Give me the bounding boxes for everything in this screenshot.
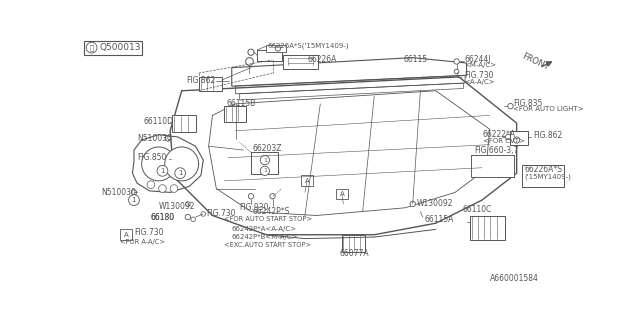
Text: FRONT: FRONT xyxy=(520,51,550,72)
Text: <FOR CVT>: <FOR CVT> xyxy=(483,138,525,144)
Circle shape xyxy=(275,46,281,51)
Bar xyxy=(301,175,314,186)
Circle shape xyxy=(201,212,205,216)
Text: FIG.930: FIG.930 xyxy=(239,203,269,212)
Circle shape xyxy=(131,190,137,195)
Circle shape xyxy=(248,49,254,55)
Text: A: A xyxy=(124,232,129,238)
Circle shape xyxy=(175,168,186,179)
Circle shape xyxy=(186,202,190,206)
Text: 66115: 66115 xyxy=(403,55,428,64)
Circle shape xyxy=(141,147,175,181)
Text: 66242P*S: 66242P*S xyxy=(253,207,290,216)
Text: 66110D: 66110D xyxy=(143,117,173,126)
Circle shape xyxy=(270,194,275,199)
Bar xyxy=(470,215,505,240)
Text: 66242P*B<M-A/C>: 66242P*B<M-A/C> xyxy=(232,234,298,240)
Text: 1: 1 xyxy=(160,168,164,174)
Text: 66180: 66180 xyxy=(151,212,175,221)
Bar xyxy=(471,156,513,177)
Text: <FOR AUTO START STOP>: <FOR AUTO START STOP> xyxy=(224,216,312,222)
Circle shape xyxy=(185,214,191,220)
Circle shape xyxy=(159,185,166,192)
Text: <FOR A-A/C>: <FOR A-A/C> xyxy=(120,239,165,245)
Bar xyxy=(336,188,348,199)
Circle shape xyxy=(410,201,415,207)
Text: A660001584: A660001584 xyxy=(490,274,539,283)
Circle shape xyxy=(506,134,511,140)
Text: 66244J: 66244J xyxy=(464,55,491,64)
Text: 66226A: 66226A xyxy=(307,55,337,64)
Circle shape xyxy=(170,185,178,192)
Text: 66110C: 66110C xyxy=(463,205,492,214)
Text: 66226A*S('15MY1409-): 66226A*S('15MY1409-) xyxy=(268,42,349,49)
Text: FIG.835: FIG.835 xyxy=(513,99,542,108)
Text: N510030: N510030 xyxy=(137,134,172,143)
Text: ⓘ: ⓘ xyxy=(90,44,93,51)
Bar xyxy=(120,229,132,240)
Text: 66226A*S: 66226A*S xyxy=(524,165,563,174)
Bar xyxy=(84,41,141,55)
Bar xyxy=(171,152,185,165)
Circle shape xyxy=(454,69,459,74)
Text: W130092: W130092 xyxy=(417,199,453,208)
Text: 66115A: 66115A xyxy=(424,215,454,224)
Text: FIG.730: FIG.730 xyxy=(206,210,236,219)
Bar xyxy=(224,106,246,122)
Text: A: A xyxy=(339,191,344,197)
Text: ('15MY1409-): ('15MY1409-) xyxy=(524,174,572,180)
Circle shape xyxy=(191,217,196,222)
Text: A: A xyxy=(305,178,310,184)
Text: <M-A/C>: <M-A/C> xyxy=(464,62,496,68)
Circle shape xyxy=(508,103,513,109)
Text: FIG.730: FIG.730 xyxy=(134,228,163,237)
Text: 66180: 66180 xyxy=(151,212,175,221)
Text: FIG.862: FIG.862 xyxy=(534,131,563,140)
Circle shape xyxy=(260,156,269,165)
Text: 66115B: 66115B xyxy=(227,99,255,108)
Bar xyxy=(509,131,528,145)
Text: 1: 1 xyxy=(178,170,182,176)
Text: 66222*A: 66222*A xyxy=(483,130,516,139)
Bar xyxy=(266,44,285,52)
Text: FIG.862: FIG.862 xyxy=(186,76,216,85)
Bar xyxy=(198,77,221,91)
Circle shape xyxy=(454,59,460,64)
Circle shape xyxy=(260,166,269,175)
Circle shape xyxy=(248,194,253,199)
Circle shape xyxy=(147,181,155,188)
Text: 66203Z: 66203Z xyxy=(253,144,282,153)
Text: Q500013: Q500013 xyxy=(99,43,141,52)
Text: 1: 1 xyxy=(263,157,267,163)
Circle shape xyxy=(157,165,168,176)
Text: <EXC.AUTO START STOP>: <EXC.AUTO START STOP> xyxy=(224,242,311,248)
Circle shape xyxy=(246,58,253,65)
Circle shape xyxy=(164,147,198,181)
Bar xyxy=(342,235,365,252)
Bar xyxy=(284,55,318,69)
Text: 1: 1 xyxy=(132,197,136,203)
Text: 66077A: 66077A xyxy=(340,250,369,259)
Circle shape xyxy=(513,137,520,143)
Text: <FOR AUTO LIGHT>: <FOR AUTO LIGHT> xyxy=(513,106,584,112)
Text: 1: 1 xyxy=(263,168,267,173)
Text: FIG.660-3,7: FIG.660-3,7 xyxy=(474,146,518,155)
Text: <A-A/C>: <A-A/C> xyxy=(464,78,495,84)
Text: 66242P*A<A-A/C>: 66242P*A<A-A/C> xyxy=(232,226,297,232)
Circle shape xyxy=(86,42,97,53)
Circle shape xyxy=(165,136,170,141)
Bar xyxy=(257,50,282,61)
Bar xyxy=(172,116,196,132)
Bar xyxy=(522,165,564,187)
Text: FIG.850: FIG.850 xyxy=(137,153,166,162)
Text: W130092: W130092 xyxy=(159,202,195,211)
Bar xyxy=(251,152,278,174)
Text: FIG.730: FIG.730 xyxy=(464,71,494,80)
Circle shape xyxy=(129,195,140,205)
Text: N510030: N510030 xyxy=(101,188,136,197)
